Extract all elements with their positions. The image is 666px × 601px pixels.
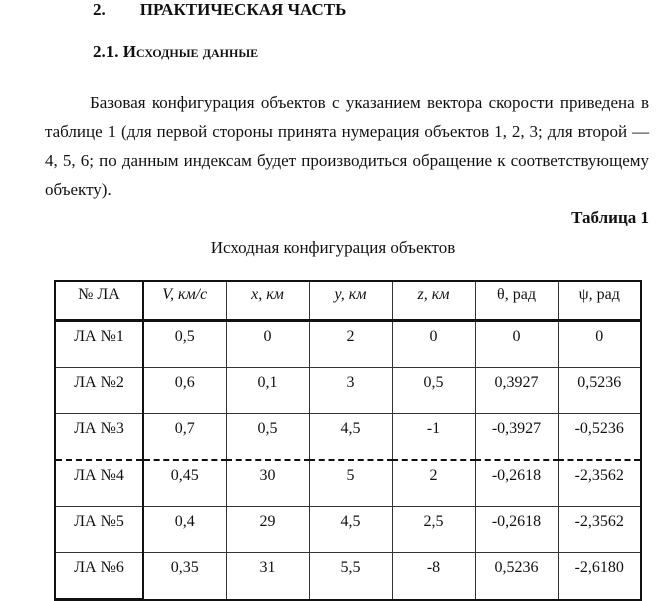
table-row: ЛА №3 0,7 0,5 4,5 -1 -0,3927 -0,5236 xyxy=(54,413,642,461)
table-row: ЛА №2 0,6 0,1 3 0,5 0,3927 0,5236 xyxy=(54,367,642,414)
table-cell: 4,5 xyxy=(308,413,393,461)
table-cell: 0 xyxy=(225,320,310,368)
header-cell: z, км xyxy=(391,280,476,321)
table-cell: 2 xyxy=(391,459,476,507)
body-paragraph: Базовая конфигурация объектов с указание… xyxy=(45,93,649,199)
table-cell: 0,4 xyxy=(142,506,227,553)
table-cell: -2,3562 xyxy=(557,506,642,553)
section-heading: 2. ПРАКТИЧЕСКАЯ ЧАСТЬ xyxy=(93,0,347,19)
table-cell: ЛА №2 xyxy=(54,367,144,414)
table-cell: 0,7 xyxy=(142,413,227,461)
header-cell: ψ, рад xyxy=(557,280,642,321)
table-cell: 0 xyxy=(391,320,476,368)
header-cell: V, км/с xyxy=(142,280,227,321)
table-cell: 2,5 xyxy=(391,506,476,553)
header-text: x, км xyxy=(251,286,284,303)
table-cell: ЛА №1 xyxy=(54,320,144,368)
table-cell: ЛА №4 xyxy=(54,459,144,507)
header-cell: y, км xyxy=(308,280,393,321)
header-text: z, км xyxy=(417,286,450,303)
table-cell: -2,3562 xyxy=(557,459,642,507)
table-cell: 3 xyxy=(308,367,393,414)
table-caption: Исходная конфигурация объектов xyxy=(210,238,456,257)
table-cell: 31 xyxy=(225,552,310,600)
table-cell: 0,3927 xyxy=(474,367,559,414)
header-cell: x, км xyxy=(225,280,310,321)
table-label: Таблица 1 xyxy=(571,208,649,227)
header-text: V, км/с xyxy=(162,286,208,303)
table-cell: ЛА №6 xyxy=(54,552,144,601)
table-row: ЛА №1 0,5 0 2 0 0 0 xyxy=(54,320,642,368)
table-row: ЛА №4 0,45 30 5 2 -0,2618 -2,3562 xyxy=(54,459,642,507)
table-cell: 0 xyxy=(474,320,559,368)
table-row: ЛА №6 0,35 31 5,5 -8 0,5236 -2,6180 xyxy=(54,552,642,601)
table-cell: 0,5236 xyxy=(557,367,642,414)
data-table: № ЛА V, км/с x, км y, км z, км θ, рад ψ,… xyxy=(54,280,642,601)
header-text: y, км xyxy=(334,286,367,303)
table-cell: 5 xyxy=(308,459,393,507)
table-cell: -2,6180 xyxy=(557,552,642,600)
table-cell: 0,1 xyxy=(225,367,310,414)
table-cell: 0 xyxy=(557,320,642,368)
table-cell: -0,2618 xyxy=(474,459,559,507)
header-cell: θ, рад xyxy=(474,280,559,321)
table-cell: 0,5 xyxy=(225,413,310,461)
table-cell: 30 xyxy=(225,459,310,507)
table-cell: ЛА №3 xyxy=(54,413,144,461)
table-cell: -0,3927 xyxy=(474,413,559,461)
table-row: ЛА №5 0,4 29 4,5 2,5 -0,2618 -2,3562 xyxy=(54,506,642,553)
table-header-row: № ЛА V, км/с x, км y, км z, км θ, рад ψ,… xyxy=(54,280,642,321)
table-cell: 0,5236 xyxy=(474,552,559,600)
table-cell: 0,35 xyxy=(142,552,227,600)
table-cell: 5,5 xyxy=(308,552,393,600)
table-cell: -8 xyxy=(391,552,476,600)
table-cell: 4,5 xyxy=(308,506,393,553)
table-cell: 0,5 xyxy=(142,320,227,368)
header-cell: № ЛА xyxy=(54,280,144,321)
table-cell: 2 xyxy=(308,320,393,368)
table-cell: -0,5236 xyxy=(557,413,642,461)
table-cell: ЛА №5 xyxy=(54,506,144,553)
table-cell: 0,6 xyxy=(142,367,227,414)
table-cell: 0,45 xyxy=(142,459,227,507)
subsection-heading: 2.1. Исходные данные xyxy=(93,42,259,61)
table-cell: -0,2618 xyxy=(474,506,559,553)
table-cell: 0,5 xyxy=(391,367,476,414)
table-cell: 29 xyxy=(225,506,310,553)
table-cell: -1 xyxy=(391,413,476,461)
